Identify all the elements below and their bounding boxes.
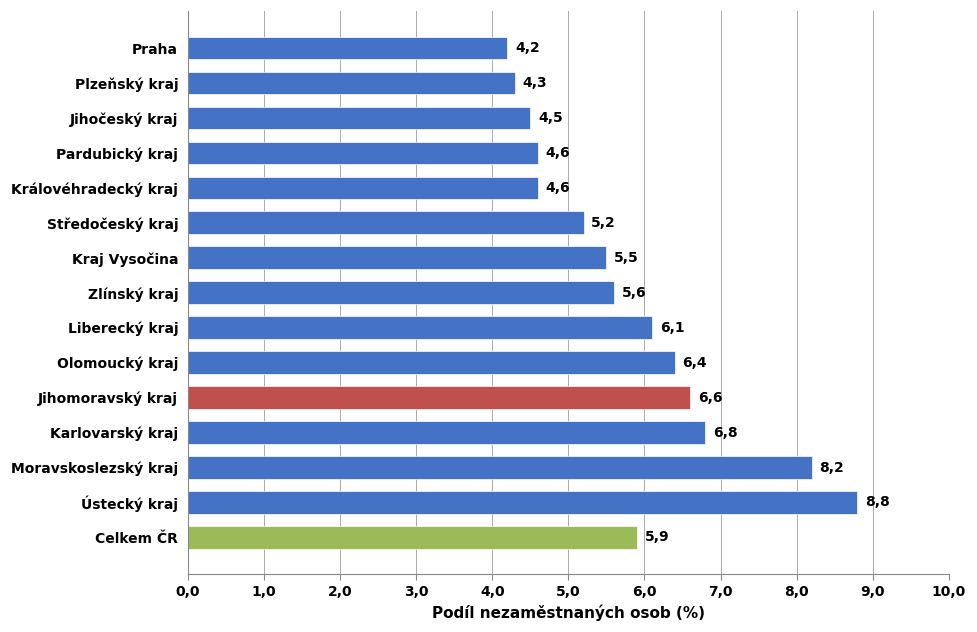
Bar [188,176,538,199]
Text: 5,6: 5,6 [621,286,646,300]
Text: 8,8: 8,8 [865,495,890,509]
Text: 5,5: 5,5 [614,251,639,265]
Bar [188,351,675,374]
Bar [188,491,858,514]
Text: 4,6: 4,6 [545,181,571,195]
Text: 4,6: 4,6 [545,146,571,160]
Bar [188,456,812,479]
Text: 6,8: 6,8 [713,425,738,440]
Text: 6,4: 6,4 [683,356,707,370]
Bar [188,246,607,269]
Text: 8,2: 8,2 [820,461,844,475]
Bar [188,526,637,549]
Text: 4,2: 4,2 [515,41,540,55]
Text: 6,6: 6,6 [698,391,722,404]
Bar [188,281,614,304]
Text: 4,5: 4,5 [538,111,563,125]
Bar [188,212,583,234]
Bar [188,37,507,59]
Text: 5,2: 5,2 [591,216,616,230]
Bar [188,71,515,94]
Text: 4,3: 4,3 [523,76,547,90]
Text: 6,1: 6,1 [659,320,684,335]
Text: 5,9: 5,9 [645,530,669,544]
Bar [188,421,705,444]
X-axis label: Podíl nezaměstnaných osob (%): Podíl nezaměstnaných osob (%) [432,604,704,621]
Bar [188,317,652,339]
Bar [188,142,538,164]
Bar [188,386,690,409]
Bar [188,107,531,130]
